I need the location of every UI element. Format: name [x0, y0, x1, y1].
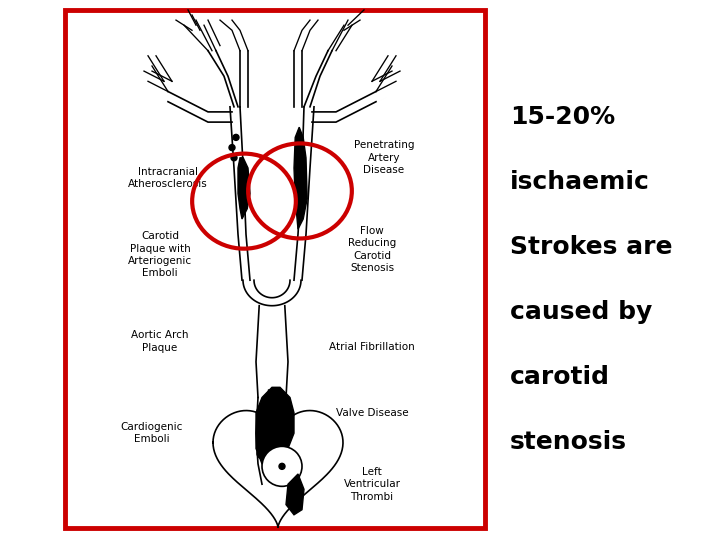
Circle shape: [233, 134, 239, 140]
Circle shape: [229, 145, 235, 151]
Text: Cardiogenic
Emboli: Cardiogenic Emboli: [121, 422, 183, 444]
Text: Atrial Fibrillation: Atrial Fibrillation: [329, 341, 415, 352]
Text: stenosis: stenosis: [510, 430, 627, 454]
Text: Carotid
Plaque with
Arteriogenic
Emboli: Carotid Plaque with Arteriogenic Emboli: [128, 231, 192, 278]
Text: Intracranial
Atherosclerosis: Intracranial Atherosclerosis: [128, 167, 208, 190]
Circle shape: [257, 418, 267, 428]
Text: caused by: caused by: [510, 300, 652, 324]
Text: 15-20%: 15-20%: [510, 105, 615, 129]
Polygon shape: [286, 474, 304, 515]
Polygon shape: [256, 387, 294, 464]
Text: Strokes are: Strokes are: [510, 235, 672, 259]
Circle shape: [279, 463, 285, 469]
Circle shape: [259, 408, 269, 418]
Text: Flow
Reducing
Carotid
Stenosis: Flow Reducing Carotid Stenosis: [348, 226, 396, 273]
Circle shape: [231, 155, 237, 161]
Text: Penetrating
Artery
Disease: Penetrating Artery Disease: [354, 140, 414, 175]
Circle shape: [259, 433, 269, 443]
Text: Aortic Arch
Plaque: Aortic Arch Plaque: [131, 330, 189, 353]
Bar: [65, 10, 485, 528]
Polygon shape: [294, 127, 307, 229]
Polygon shape: [266, 423, 280, 464]
Polygon shape: [238, 158, 250, 219]
Text: ischaemic: ischaemic: [510, 170, 650, 194]
Text: Valve Disease: Valve Disease: [336, 408, 408, 418]
Text: Left
Ventricular
Thrombi: Left Ventricular Thrombi: [343, 467, 400, 502]
Circle shape: [257, 449, 267, 458]
Text: carotid: carotid: [510, 365, 610, 389]
Circle shape: [262, 447, 302, 487]
